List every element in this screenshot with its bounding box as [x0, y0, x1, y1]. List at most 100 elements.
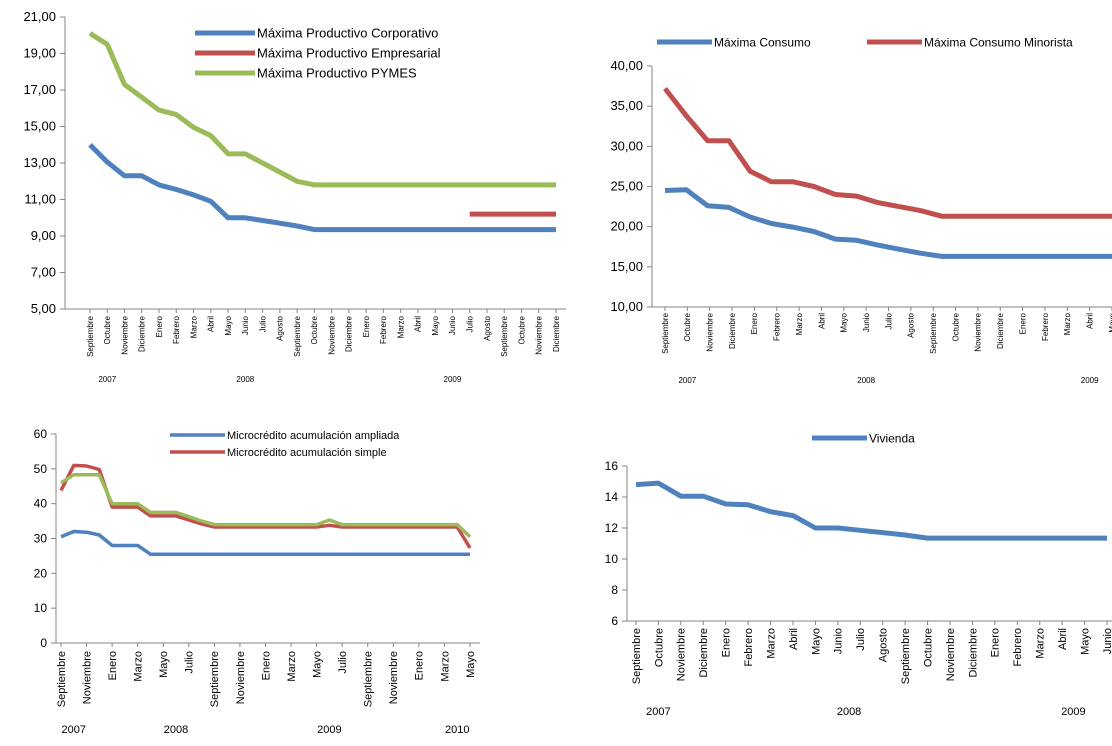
- series-line-3: [88, 31, 556, 188]
- x-group-label-2008: 2008: [857, 376, 875, 385]
- y-tick-label: 20: [34, 566, 48, 580]
- x-tick-label: Diciembre: [138, 315, 147, 352]
- y-tick-label: 5,00: [31, 301, 56, 316]
- x-tick-label: Mayo: [311, 651, 323, 678]
- x-tick-label: Octubre: [683, 312, 692, 341]
- x-tick-label: Septiembre: [363, 651, 375, 707]
- y-tick-label: 40: [34, 497, 48, 511]
- x-tick-label: Diciembre: [967, 628, 979, 678]
- x-tick-label: Mayo: [224, 315, 233, 335]
- x-group-label-2007: 2007: [62, 724, 86, 736]
- x-tick-label: Octubre: [653, 628, 665, 667]
- x-group-label-2008: 2008: [837, 706, 861, 718]
- legend: Máxima Productivo Corporativo Máxima Prod…: [195, 26, 441, 81]
- x-tick-label: Marzo: [189, 315, 198, 338]
- x-tick-label: Marzo: [439, 651, 451, 682]
- y-tick-label: 15,00: [23, 119, 56, 134]
- x-tick-label: Noviembre: [974, 312, 983, 351]
- legend: Máxima Consumo Máxima Consumo Minorista: [657, 35, 1073, 49]
- x-group-label-2010: 2010: [445, 724, 469, 736]
- x-tick-label: Febrero: [743, 628, 755, 667]
- x-tick-label: Diciembre: [996, 312, 1005, 349]
- x-tick-label: Marzo: [795, 312, 804, 335]
- x-tick-label: Julio: [184, 651, 196, 674]
- x-tick-label: Enero: [362, 315, 371, 337]
- y-tick-label: 50: [34, 462, 48, 476]
- x-tick-label: Febrero: [379, 315, 388, 344]
- series-line-1: [635, 480, 1107, 541]
- y-tick-label: 20,00: [610, 219, 643, 234]
- x-group-label-2007: 2007: [678, 376, 696, 385]
- x-tick-label: Octubre: [310, 315, 319, 344]
- x-tick-label: Octubre: [103, 315, 112, 344]
- x-tick-label: Mayo: [1079, 628, 1091, 655]
- x-tick-label: Septiembre: [56, 651, 68, 707]
- y-tick-label: 10,00: [610, 299, 643, 314]
- x-tick-label: Septiembre: [661, 312, 670, 353]
- x-tick-label: Mayo: [465, 651, 477, 678]
- x-tick-label: Diciembre: [552, 315, 561, 352]
- y-tick-label: 19,00: [23, 46, 56, 61]
- x-tick-label: Agosto: [907, 312, 916, 337]
- x-tick-label: Diciembre: [728, 312, 737, 349]
- legend-label: Máxima Productivo Empresarial: [257, 46, 441, 61]
- x-tick-label: Julio: [466, 315, 475, 332]
- x-tick-label: Marzo: [396, 315, 405, 338]
- y-tick-label: 17,00: [23, 82, 56, 97]
- y-tick-label: 7,00: [31, 265, 56, 280]
- x-tick-label: Julio: [258, 315, 267, 332]
- y-tick-label: 9,00: [31, 228, 56, 243]
- x-tick-label: Enero: [1018, 312, 1027, 334]
- x-tick-label: Marzo: [765, 628, 777, 659]
- series-line-2: [663, 86, 1112, 219]
- y-tick-label: 35,00: [610, 98, 643, 113]
- x-tick-label: Septiembre: [631, 628, 643, 684]
- x-tick-label: Noviembre: [327, 315, 336, 354]
- y-tick-label: 8: [611, 583, 618, 597]
- x-tick-label: Noviembre: [120, 315, 129, 354]
- chart-4: 6 8 10 12 14 16 Septiembre Octubre Noviembre Dici…: [605, 431, 1112, 718]
- y-tick-label: 30: [34, 532, 48, 546]
- x-tick-label: Noviembre: [945, 628, 957, 681]
- x-tick-label: Octubre: [951, 312, 960, 341]
- x-tick-label: Junio: [448, 315, 457, 335]
- chart-3: 0 10 20 30 40 50 60 Septiembre Noviembre Enero Mar…: [34, 427, 480, 736]
- y-tick-label: 40,00: [610, 58, 643, 73]
- x-tick-label: Enero: [750, 312, 759, 334]
- x-tick-label: Septiembre: [209, 651, 221, 707]
- x-tick-label: Septiembre: [929, 312, 938, 353]
- x-tick-label: Julio: [884, 312, 893, 329]
- x-tick-label: Noviembre: [706, 312, 715, 351]
- x-tick-label: Octubre: [517, 315, 526, 344]
- x-tick-label: Septiembre: [293, 315, 302, 356]
- x-tick-label: Abril: [1085, 313, 1094, 329]
- x-tick-label: Septiembre: [86, 315, 95, 356]
- x-tick-label: Mayo: [158, 651, 170, 678]
- y-tick-label: 14: [605, 490, 619, 504]
- chart-2: 10,00 15,00 20,00 25,00 30,00 35,00 40,00 Septi…: [610, 35, 1112, 385]
- x-tick-label: Diciembre: [345, 315, 354, 352]
- y-tick-label: 21,00: [23, 9, 56, 24]
- x-tick-label: Noviembre: [388, 651, 400, 704]
- x-tick-label: Abril: [817, 313, 826, 329]
- series-line-2: [59, 463, 472, 549]
- x-group-label-2009: 2009: [444, 375, 462, 384]
- x-tick-label: Junio: [833, 628, 845, 654]
- x-tick-label: Febrero: [1041, 312, 1050, 341]
- x-group-label-2009: 2009: [1061, 706, 1085, 718]
- x-tick-label: Enero: [990, 628, 1002, 657]
- legend-label: Microcrédito acumulación ampliada: [227, 430, 400, 442]
- y-tick-label: 25,00: [610, 179, 643, 194]
- x-group-label-2007: 2007: [646, 706, 670, 718]
- x-tick-label: Marzo: [1063, 312, 1072, 335]
- y-tick-label: 10: [34, 601, 48, 615]
- x-tick-label: Mayo: [1108, 312, 1112, 332]
- x-tick-label: Mayo: [840, 312, 849, 332]
- x-tick-label: Enero: [721, 628, 733, 657]
- x-tick-label: Enero: [260, 651, 272, 680]
- legend-label: Microcrédito acumulación simple: [227, 447, 387, 459]
- y-tick-label: 13,00: [23, 155, 56, 170]
- series-line-1: [88, 143, 556, 233]
